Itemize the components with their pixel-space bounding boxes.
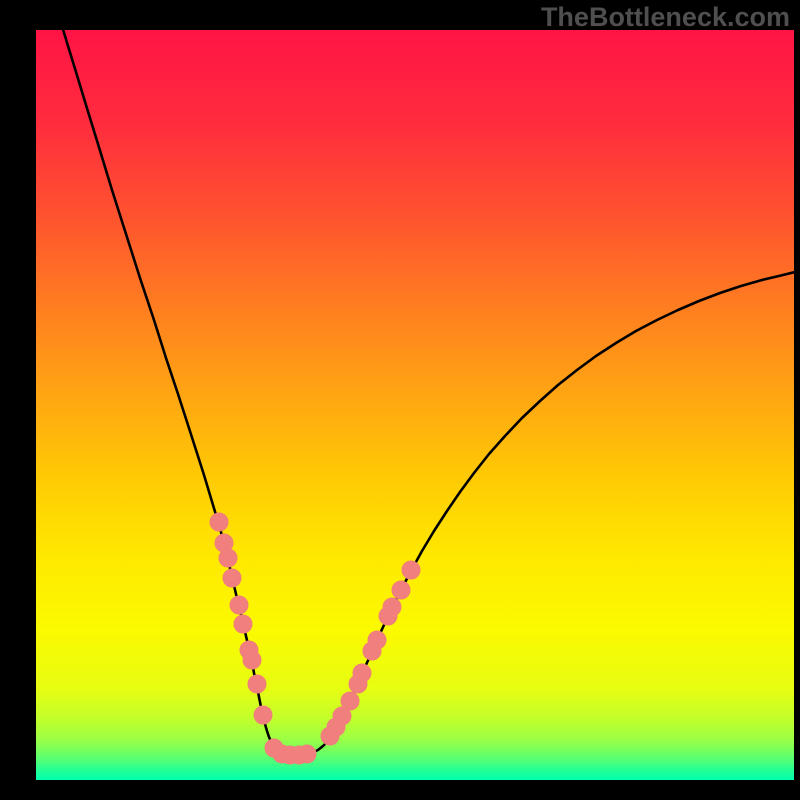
data-marker [392,581,410,599]
data-marker [210,513,228,531]
bottleneck-curve [62,26,795,755]
data-marker [230,596,248,614]
data-marker [353,664,371,682]
data-marker [243,651,261,669]
data-marker [219,549,237,567]
data-marker [298,745,316,763]
chart-overlay [0,0,800,800]
data-marker [223,569,241,587]
data-marker [402,561,420,579]
data-marker [368,631,386,649]
data-marker [254,706,272,724]
data-marker [234,615,252,633]
chart-root: TheBottleneck.com [0,0,800,800]
data-marker [341,692,359,710]
data-marker [248,675,266,693]
data-marker [383,598,401,616]
